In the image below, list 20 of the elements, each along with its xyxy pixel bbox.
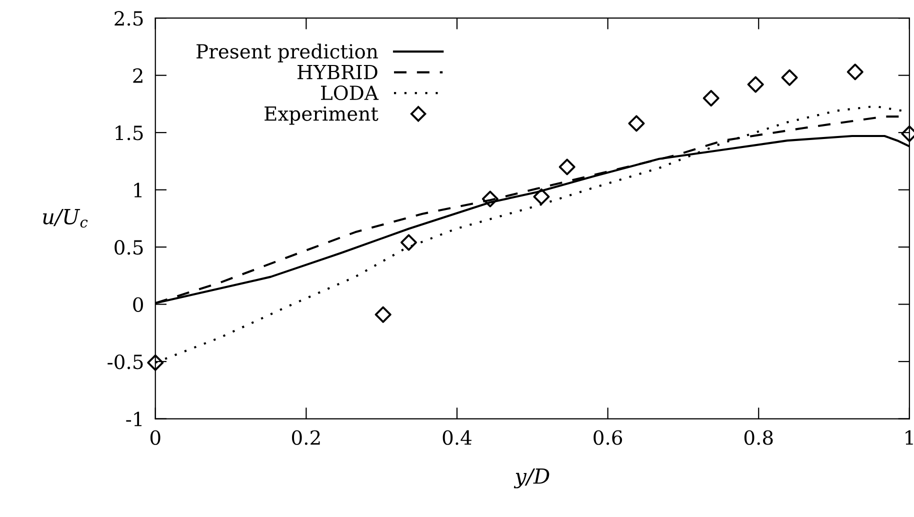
x-tick-label: 0.8 (744, 430, 773, 445)
y-tick-label: 2.5 (114, 11, 143, 26)
x-tick-label: 0 (150, 430, 160, 445)
x-tick-label: 1 (906, 430, 913, 445)
y-tick-label: -0.5 (108, 354, 143, 370)
x-tick-label: 0.2 (292, 430, 320, 445)
legend-label: HYBRID (298, 64, 378, 80)
y-tick-label: 1.5 (116, 126, 143, 140)
y-tick-label: 0 (133, 297, 143, 312)
y-tick-label: -1 (126, 412, 142, 426)
y-tick-label: 1 (134, 182, 142, 198)
legend-label: LODA (321, 85, 379, 100)
y-tick-label: 0.5 (114, 240, 143, 255)
legend-label: Present prediction (196, 44, 378, 62)
x-axis-title: y/D (514, 468, 550, 488)
y-axis-title: u/U$_{c}$ (42, 208, 88, 228)
x-tick-label: 0.6 (594, 430, 622, 445)
x-tick-label: 0.4 (442, 430, 472, 445)
legend-label: Experiment (264, 106, 378, 125)
y-tick-label: 2 (133, 68, 142, 83)
